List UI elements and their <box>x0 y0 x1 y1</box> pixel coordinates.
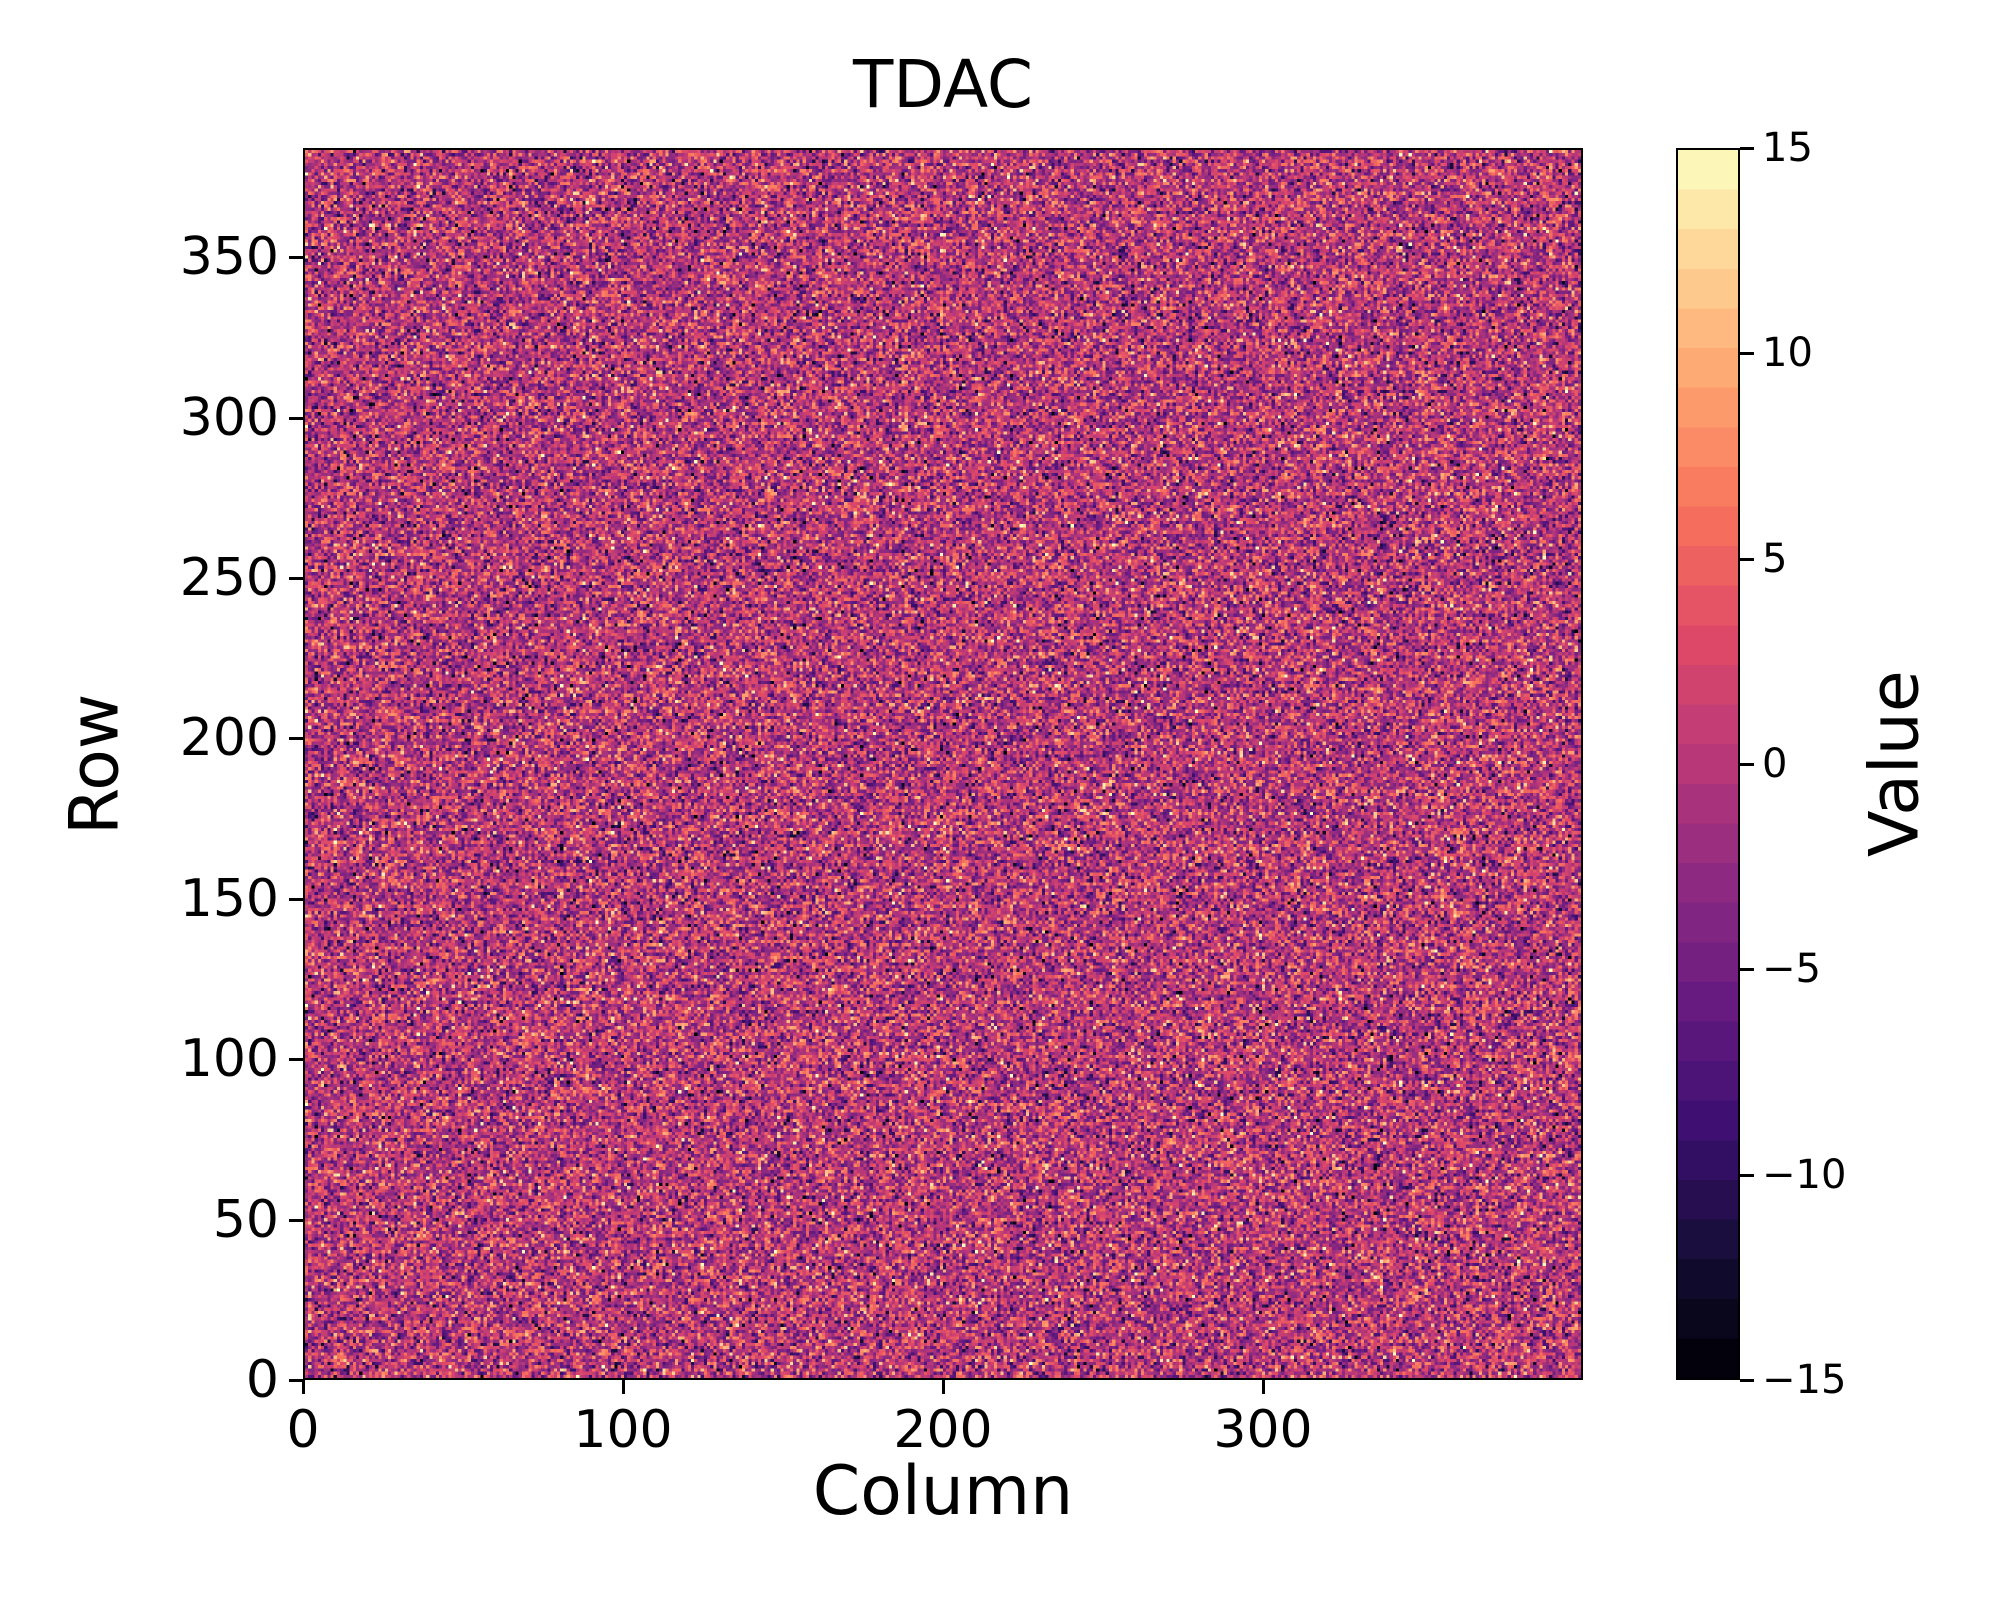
x-axis-label: Column <box>812 1452 1074 1531</box>
colorbar <box>1676 148 1740 1380</box>
chart-title: TDAC <box>852 46 1034 123</box>
colorbar-tick-label: −10 <box>1762 1151 1847 1198</box>
colorbar-tick-mark <box>1740 557 1754 561</box>
y-tick-label: 350 <box>179 227 279 288</box>
x-tick-mark <box>622 1380 625 1394</box>
y-tick-label: 300 <box>179 387 279 448</box>
heatmap-plot <box>303 148 1583 1380</box>
y-tick-label: 0 <box>245 1350 279 1410</box>
colorbar-tick-mark <box>1740 1379 1754 1382</box>
y-tick-mark <box>289 897 303 901</box>
colorbar-tick-mark <box>1740 147 1754 150</box>
x-tick-label: 100 <box>573 1400 673 1460</box>
x-tick-label: 300 <box>1213 1400 1313 1460</box>
heatmap-canvas <box>305 150 1581 1378</box>
colorbar-tick-mark <box>1740 968 1754 972</box>
colorbar-tick-label: 0 <box>1762 741 1788 787</box>
y-tick-mark <box>289 1058 303 1062</box>
colorbar-tick-label: 10 <box>1762 330 1813 377</box>
y-tick-mark <box>289 576 303 580</box>
x-tick-mark <box>1262 1380 1265 1394</box>
y-tick-mark <box>289 1379 303 1382</box>
x-tick-label: 0 <box>286 1400 320 1460</box>
colorbar-tick-label: 5 <box>1762 535 1788 582</box>
y-tick-mark <box>289 416 303 420</box>
x-tick-label: 200 <box>893 1400 993 1460</box>
y-tick-label: 150 <box>179 868 279 929</box>
colorbar-tick-label: 15 <box>1762 125 1813 171</box>
colorbar-tick-label: −15 <box>1762 1357 1847 1403</box>
colorbar-tick-mark <box>1740 763 1754 766</box>
y-tick-label: 250 <box>179 547 279 608</box>
y-tick-label: 50 <box>212 1189 279 1250</box>
colorbar-tick-mark <box>1740 352 1754 356</box>
x-tick-mark <box>942 1380 945 1394</box>
colorbar-tick-mark <box>1740 1173 1754 1177</box>
x-tick-mark <box>302 1380 305 1394</box>
y-tick-mark <box>289 737 303 741</box>
y-tick-mark <box>289 256 303 260</box>
colorbar-tick-label: −5 <box>1762 946 1821 993</box>
y-tick-label: 100 <box>179 1029 279 1090</box>
y-tick-mark <box>289 1218 303 1222</box>
y-tick-label: 200 <box>179 708 279 769</box>
